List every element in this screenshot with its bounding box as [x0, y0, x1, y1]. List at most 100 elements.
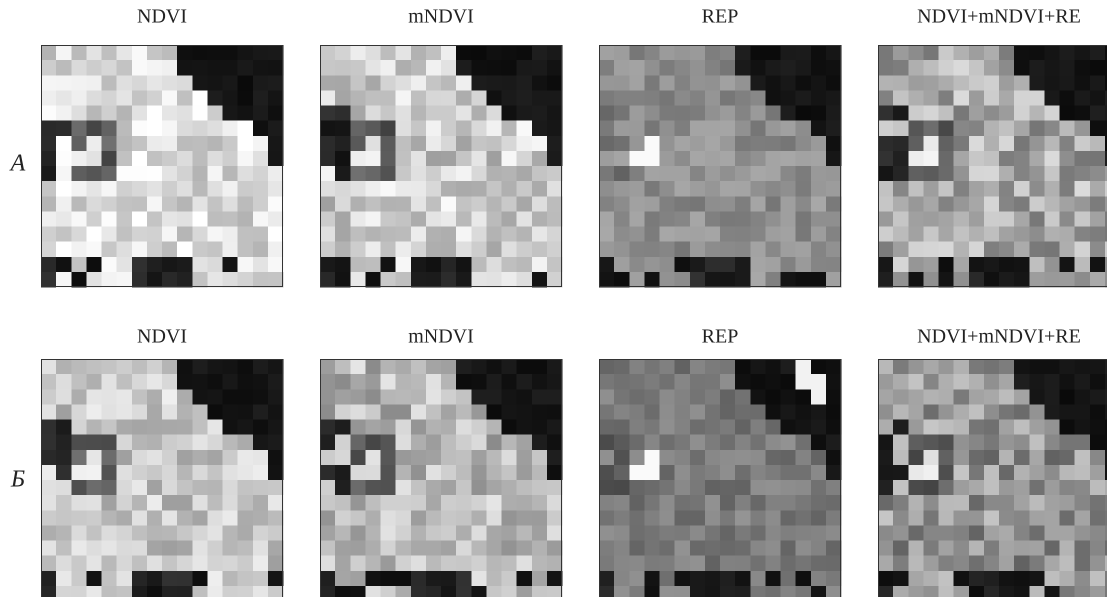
image-cell: [1075, 571, 1091, 587]
image-cell: [1044, 272, 1060, 288]
image-cell: [908, 525, 924, 541]
image-cell: [426, 374, 442, 390]
image-cell: [984, 166, 1000, 182]
image-cell: [826, 196, 842, 212]
image-cell: [811, 272, 827, 288]
image-cell: [253, 404, 269, 420]
panel-title: NDVI: [137, 326, 187, 348]
image-cell: [735, 541, 751, 557]
image-cell: [396, 389, 412, 405]
image-cell: [411, 374, 427, 390]
image-cell: [796, 75, 812, 91]
image-cell: [238, 227, 254, 243]
image-cell: [320, 196, 336, 212]
image-cell: [644, 435, 660, 451]
image-cell: [893, 75, 909, 91]
image-cell: [192, 404, 208, 420]
image-cell: [629, 541, 645, 557]
image-cell: [765, 211, 781, 227]
image-cell: [223, 495, 239, 511]
image-cell: [132, 525, 148, 541]
image-cell: [629, 166, 645, 182]
image-cell: [456, 166, 472, 182]
image-cell: [162, 136, 178, 152]
image-cell: [177, 242, 193, 258]
image-cell: [984, 151, 1000, 167]
image-cell: [765, 45, 781, 61]
image-cell: [705, 211, 721, 227]
image-cell: [147, 121, 163, 137]
image-cell: [1075, 480, 1091, 496]
image-cell: [644, 272, 660, 288]
image-cell: [268, 196, 284, 212]
image-cell: [1075, 75, 1091, 91]
image-cell: [207, 90, 223, 106]
image-cell: [102, 106, 118, 122]
image-cell: [781, 556, 797, 572]
image-cell: [350, 359, 366, 375]
image-cell: [1060, 389, 1076, 405]
image-cell: [547, 556, 563, 572]
image-cell: [781, 45, 797, 61]
image-cell: [86, 525, 102, 541]
image-cell: [811, 480, 827, 496]
image-cell: [396, 420, 412, 436]
image-cell: [705, 75, 721, 91]
image-cell: [705, 480, 721, 496]
image-cell: [381, 211, 397, 227]
image-cell: [381, 571, 397, 587]
image-cell: [147, 45, 163, 61]
image-cell: [132, 435, 148, 451]
image-cell: [826, 75, 842, 91]
image-cell: [381, 465, 397, 481]
image-cell: [599, 75, 615, 91]
image-cell: [162, 374, 178, 390]
image-cell: [690, 541, 706, 557]
image-cell: [660, 181, 676, 197]
image-cell: [396, 571, 412, 587]
image-cell: [223, 181, 239, 197]
image-cell: [86, 181, 102, 197]
image-cell: [517, 257, 533, 273]
image-cell: [614, 541, 630, 557]
image-cell: [253, 556, 269, 572]
image-cell: [1014, 374, 1030, 390]
image-cell: [826, 510, 842, 526]
image-cell: [456, 359, 472, 375]
image-cell: [954, 525, 970, 541]
image-cell: [456, 90, 472, 106]
image-cell: [532, 136, 548, 152]
image-cell: [238, 450, 254, 466]
image-cell: [781, 211, 797, 227]
image-cell: [102, 75, 118, 91]
image-cell: [147, 359, 163, 375]
image-cell: [471, 450, 487, 466]
image-cell: [268, 420, 284, 436]
image-cell: [939, 571, 955, 587]
image-cell: [253, 90, 269, 106]
image-cell: [117, 121, 133, 137]
image-cell: [411, 121, 427, 137]
image-cell: [71, 435, 87, 451]
image-cell: [939, 480, 955, 496]
image-cell: [41, 435, 57, 451]
image-cell: [923, 136, 939, 152]
image-cell: [893, 435, 909, 451]
image-cell: [660, 272, 676, 288]
image-cell: [532, 196, 548, 212]
image-cell: [517, 359, 533, 375]
image-cell: [396, 374, 412, 390]
image-cell: [56, 90, 72, 106]
image-cell: [411, 75, 427, 91]
image-cell: [192, 389, 208, 405]
image-cell: [177, 90, 193, 106]
image-cell: [41, 211, 57, 227]
image-cell: [456, 136, 472, 152]
image-cell: [268, 211, 284, 227]
image-cell: [426, 450, 442, 466]
image-cell: [147, 60, 163, 76]
image-cell: [939, 211, 955, 227]
image-cell: [1075, 495, 1091, 511]
image-cell: [954, 374, 970, 390]
image-cell: [1029, 90, 1045, 106]
